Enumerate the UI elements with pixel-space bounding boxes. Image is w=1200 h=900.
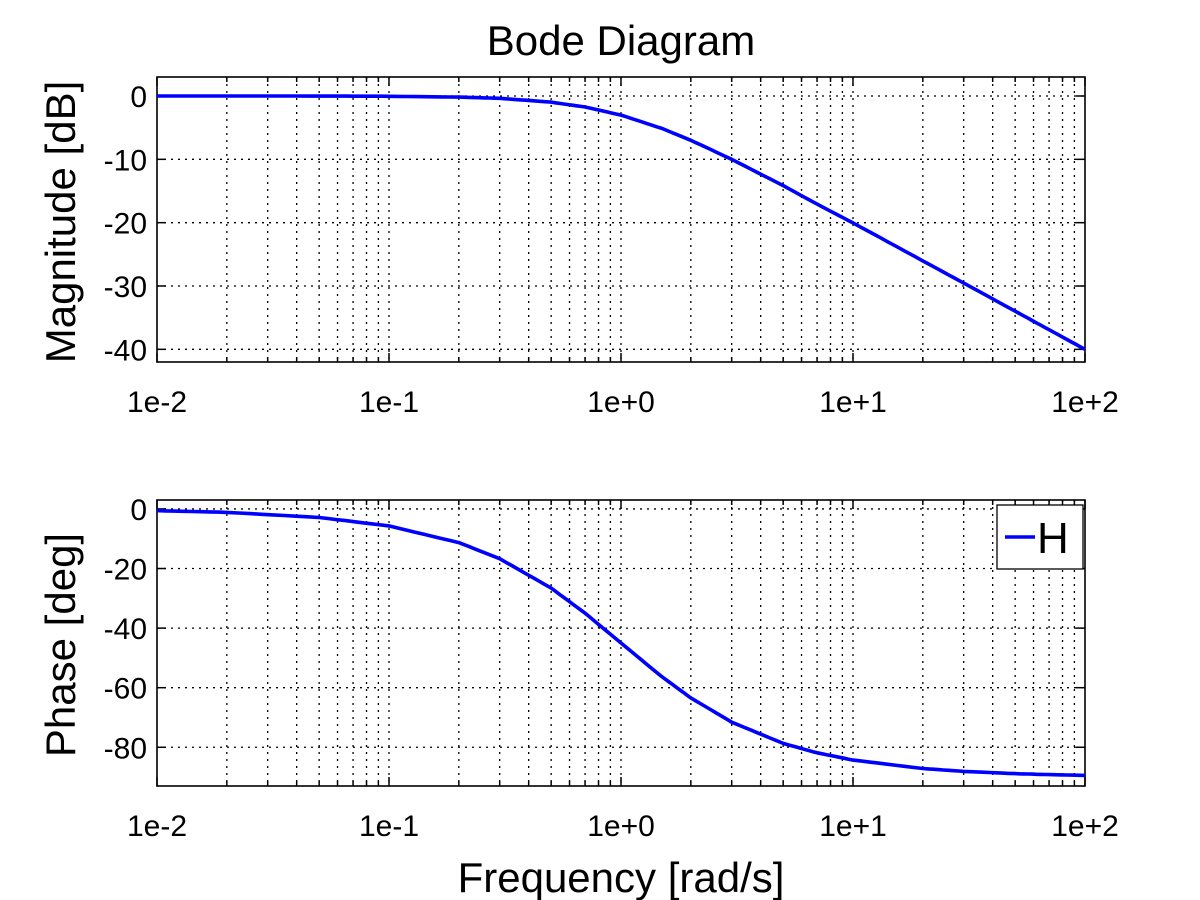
- phase-plot-frame: [156, 499, 1086, 787]
- phase-y-tick-label: -80: [104, 732, 147, 765]
- magnitude-y-axis-label: Magnitude [dB]: [37, 81, 84, 364]
- magnitude-y-tick-label: -40: [104, 334, 147, 367]
- magnitude-series-line: [157, 94, 1086, 351]
- magnitude-y-tick-label: -20: [104, 208, 147, 241]
- magnitude-x-tick-label: 1e+0: [587, 386, 655, 419]
- phase-x-tick-label: 1e-1: [359, 810, 419, 843]
- phase-plot: 1e-2 1e-1 1e+0 1e+1 1e+2 0 -20 -40 -60 -80 H: [104, 494, 1119, 843]
- phase-x-tick-label: 1e+1: [819, 810, 887, 843]
- phase-y-tick-label: -20: [104, 554, 147, 587]
- phase-x-tick-label: 1e-2: [127, 810, 187, 843]
- phase-y-tick-label: -60: [104, 673, 147, 706]
- phase-series-line: [156, 508, 1086, 778]
- magnitude-x-tick-label: 1e+1: [819, 386, 887, 419]
- phase-y-axis-label: Phase [deg]: [37, 533, 84, 757]
- phase-y-tick-label: -40: [104, 613, 147, 646]
- magnitude-y-tick-label: -10: [104, 144, 147, 177]
- phase-x-tick-label: 1e+2: [1051, 810, 1119, 843]
- phase-y-tick-label: 0: [130, 494, 147, 527]
- magnitude-plot-frame: [156, 76, 1086, 363]
- magnitude-x-tick-label: 1e+2: [1051, 386, 1119, 419]
- chart-title: Bode Diagram: [487, 17, 755, 64]
- magnitude-x-tick-label: 1e-2: [127, 386, 187, 419]
- x-axis-label: Frequency [rad/s]: [458, 854, 785, 900]
- legend-label: H: [1037, 514, 1069, 563]
- phase-x-tick-label: 1e+0: [587, 810, 655, 843]
- phase-legend: H: [996, 504, 1084, 570]
- magnitude-x-tick-label: 1e-1: [359, 386, 419, 419]
- magnitude-y-tick-label: 0: [130, 81, 147, 114]
- magnitude-plot: 1e-2 1e-1 1e+0 1e+1 1e+2 0 -10 -20 -30 -40: [104, 76, 1119, 419]
- magnitude-y-tick-label: -30: [104, 271, 147, 304]
